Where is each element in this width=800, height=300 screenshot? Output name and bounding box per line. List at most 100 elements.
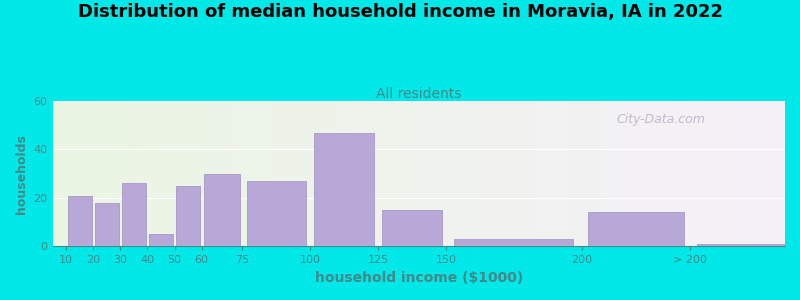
Bar [588, 212, 683, 246]
Bar [441, 101, 445, 246]
Bar [115, 101, 118, 246]
Bar [752, 101, 756, 246]
Bar [543, 101, 547, 246]
Bar [265, 101, 269, 246]
Bar [100, 101, 104, 246]
Bar [67, 101, 71, 246]
Bar [298, 101, 302, 246]
Bar [141, 101, 144, 246]
Bar [774, 101, 778, 246]
Bar [390, 101, 393, 246]
X-axis label: household income ($1000): household income ($1000) [314, 271, 523, 285]
Bar [130, 101, 133, 246]
Bar [397, 101, 401, 246]
Bar [741, 101, 745, 246]
Bar [309, 101, 313, 246]
Bar [738, 101, 741, 246]
Bar [184, 101, 188, 246]
Bar [510, 101, 514, 246]
Bar [675, 101, 678, 246]
Bar [239, 101, 243, 246]
Bar [536, 101, 540, 246]
Bar [554, 101, 558, 246]
Bar [756, 101, 759, 246]
Bar [60, 101, 63, 246]
Bar [583, 101, 587, 246]
Bar [151, 101, 155, 246]
Bar [243, 101, 246, 246]
Bar [199, 101, 202, 246]
Bar [466, 101, 470, 246]
Bar [671, 101, 675, 246]
Text: City-Data.com: City-Data.com [617, 112, 706, 126]
Bar [170, 101, 174, 246]
Bar [664, 101, 668, 246]
Bar [745, 101, 748, 246]
Bar [382, 101, 386, 246]
Bar [617, 101, 620, 246]
Bar [158, 101, 162, 246]
Bar [246, 101, 250, 246]
Text: Distribution of median household income in Moravia, IA in 2022: Distribution of median household income … [78, 3, 722, 21]
Bar [454, 239, 574, 246]
Bar [470, 101, 474, 246]
Bar [111, 101, 115, 246]
Bar [712, 101, 715, 246]
Bar [646, 101, 650, 246]
Bar [148, 101, 151, 246]
Bar [496, 101, 499, 246]
Bar [759, 101, 763, 246]
Bar [174, 101, 177, 246]
Bar [514, 101, 518, 246]
Bar [445, 101, 448, 246]
Bar [349, 101, 353, 246]
Bar [459, 101, 462, 246]
Bar [620, 101, 624, 246]
Bar [218, 101, 221, 246]
Bar [594, 101, 598, 246]
Bar [71, 101, 74, 246]
Bar [770, 101, 774, 246]
Bar [56, 101, 60, 246]
Bar [778, 101, 782, 246]
Bar [481, 101, 485, 246]
Bar [287, 101, 290, 246]
Bar [313, 101, 316, 246]
Bar [661, 101, 664, 246]
Bar [730, 101, 734, 246]
Bar [334, 101, 338, 246]
Bar [338, 101, 342, 246]
Bar [204, 174, 240, 246]
Bar [122, 183, 146, 246]
Bar [306, 101, 309, 246]
Bar [411, 101, 415, 246]
Bar [232, 101, 236, 246]
Bar [627, 101, 631, 246]
Bar [195, 101, 199, 246]
Bar [708, 101, 712, 246]
Bar [290, 101, 294, 246]
Bar [177, 101, 181, 246]
Bar [562, 101, 566, 246]
Bar [126, 101, 130, 246]
Bar [719, 101, 722, 246]
Bar [225, 101, 228, 246]
Bar [613, 101, 617, 246]
Bar [302, 101, 306, 246]
Bar [68, 196, 92, 246]
Bar [272, 101, 276, 246]
Bar [722, 101, 726, 246]
Bar [378, 101, 382, 246]
Bar [202, 101, 206, 246]
Bar [635, 101, 638, 246]
Bar [89, 101, 93, 246]
Bar [144, 101, 148, 246]
Bar [426, 101, 430, 246]
Bar [155, 101, 158, 246]
Bar [188, 101, 192, 246]
Bar [499, 101, 503, 246]
Bar [360, 101, 364, 246]
Bar [210, 101, 214, 246]
Bar [506, 101, 510, 246]
Bar [323, 101, 327, 246]
